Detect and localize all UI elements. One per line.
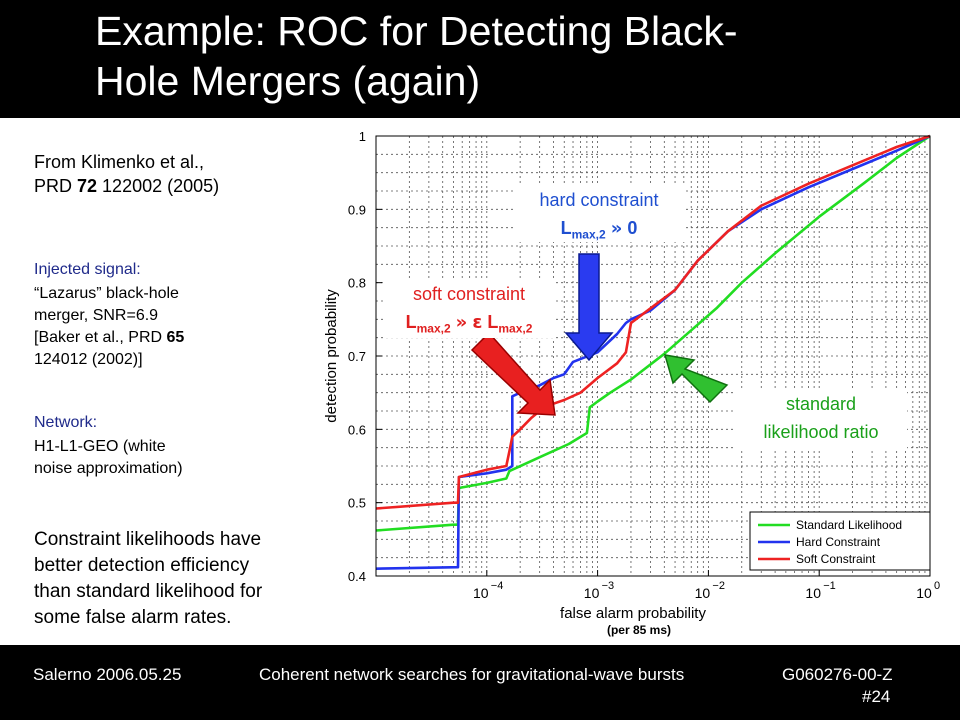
standard-line1: standard (785, 394, 857, 414)
hard-constraint-callout: hard constraint Lmax,2 » 0 (513, 186, 685, 242)
x-tick-label: 10 (916, 585, 932, 601)
hard-constraint-formula: Lmax,2 » 0 (513, 214, 685, 249)
conclusion-line3: than standard likelihood for (34, 581, 263, 602)
conclusion-line2: better detection efficiency (34, 555, 250, 576)
signal-line3-prefix: [Baker et al., PRD (34, 329, 167, 346)
network-description: H1-L1-GEO (white noise approximation) (34, 436, 183, 480)
slide-title-line1: Example: ROC for Detecting Black- (95, 8, 738, 54)
legend-entry: Soft Constraint (796, 552, 876, 566)
x-tick-label: 10 (805, 585, 821, 601)
x-tick-label: 10 (473, 585, 489, 601)
source-line1: From Klimenko et al., (34, 152, 205, 172)
x-tick-exponent: 0 (934, 580, 940, 592)
title-bar: Example: ROC for Detecting Black- Hole M… (0, 0, 960, 118)
signal-label: Injected signal: (34, 261, 141, 278)
series-line-standard-likelihood (375, 134, 931, 532)
series-line-soft-constraint (375, 134, 931, 510)
footer-talk-title: Coherent network searches for gravitatio… (259, 665, 685, 684)
signal-line2: merger, SNR=6.9 (34, 307, 159, 324)
soft-constraint-arrow (470, 331, 556, 416)
y-tick-label: 0.6 (348, 422, 366, 437)
x-tick-label: 10 (695, 585, 711, 601)
signal-line1: “Lazarus” black-hole (34, 285, 179, 302)
standard-line2: likelihood ratio (763, 422, 879, 442)
source-citation: From Klimenko et al., PRD 72 122002 (200… (34, 150, 219, 198)
conclusion-line1: Constraint likelihoods have (34, 529, 262, 550)
hard-formula-relation: » (610, 218, 623, 239)
hard-constraint-title: hard constraint (539, 190, 659, 210)
hard-formula-sub: max,2 (571, 227, 606, 242)
roc-chart: 10 −4 10 −3 10 −2 10 −1 10 00.40.50.60.70.80.91 S… (323, 129, 940, 637)
x-tick-exponent: −1 (823, 580, 836, 592)
y-tick-label: 0.9 (348, 202, 366, 217)
y-tick-label: 1 (359, 129, 366, 144)
y-axis-label: detection probability (323, 289, 340, 423)
slide-title-line2: Hole Mergers (again) (95, 58, 481, 104)
y-tick-label: 0.5 (348, 496, 366, 511)
legend-entry: Hard Constraint (796, 535, 881, 549)
soft-formula-sub: max,2 (416, 321, 451, 336)
hard-formula-base: L (560, 218, 572, 238)
soft-formula-sub2: max,2 (498, 321, 533, 336)
footer-date: Salerno 2006.05.25 (33, 665, 182, 684)
network-label: Network: (34, 414, 98, 431)
x-axis-note: (per 85 ms) (607, 623, 671, 637)
x-tick-exponent: −4 (491, 580, 504, 592)
y-tick-label: 0.7 (348, 349, 366, 364)
network-line2: noise approximation) (34, 460, 183, 477)
x-tick-label: 10 (584, 585, 600, 601)
conclusion-line4: some false alarm rates. (34, 607, 232, 628)
series-line-hard-constraint (375, 134, 931, 570)
hard-constraint-arrow (564, 253, 614, 362)
soft-formula-base: L (405, 312, 417, 332)
soft-formula-epsilon: ε (472, 312, 483, 333)
signal-line4: 124012 (2002)] (34, 351, 143, 368)
chart-legend: Standard Likelihood Hard Constraint Soft C… (749, 511, 931, 571)
footer-doc-id: G060276-00-Z (782, 665, 893, 684)
conclusion-text: Constraint likelihoods have better detec… (34, 527, 320, 631)
y-tick-label: 0.4 (348, 569, 366, 584)
soft-formula-relation: » (455, 312, 468, 333)
y-tick-label: 0.8 (348, 276, 366, 291)
chart-ticks: 10 −4 10 −3 10 −2 10 −1 10 00.40.50.60.70.80.91 (348, 129, 940, 601)
signal-description: “Lazarus” black-hole merger, SNR=6.9 [Ba… (34, 283, 184, 371)
x-tick-exponent: −2 (712, 580, 725, 592)
slide-title: Example: ROC for Detecting Black- Hole M… (95, 6, 815, 106)
signal-volume: 65 (166, 329, 185, 346)
standard-likelihood-arrow (663, 354, 729, 404)
soft-constraint-title: soft constraint (412, 284, 526, 304)
soft-constraint-formula: Lmax,2 » ε Lmax,2 (383, 308, 555, 343)
hard-formula-rhs: 0 (627, 218, 638, 238)
source-suffix: 122002 (2005) (97, 176, 220, 196)
footer: Salerno 2006.05.25 Coherent network sear… (0, 645, 960, 720)
x-axis-label: false alarm probability (560, 605, 706, 622)
source-volume: 72 (77, 176, 98, 196)
soft-formula-base2: L (487, 312, 499, 332)
legend-entry: Standard Likelihood (796, 518, 902, 532)
x-tick-exponent: −3 (602, 580, 615, 592)
source-prefix: PRD (34, 176, 78, 196)
chart-series (375, 134, 931, 570)
network-line1: H1-L1-GEO (white (34, 438, 166, 455)
chart-grid (376, 136, 930, 576)
standard-likelihood-callout: standard likelihood ratio (735, 390, 907, 450)
footer-page-number: #24 (862, 687, 891, 706)
soft-constraint-callout: soft constraint Lmax,2 » ε Lmax,2 (383, 280, 555, 338)
